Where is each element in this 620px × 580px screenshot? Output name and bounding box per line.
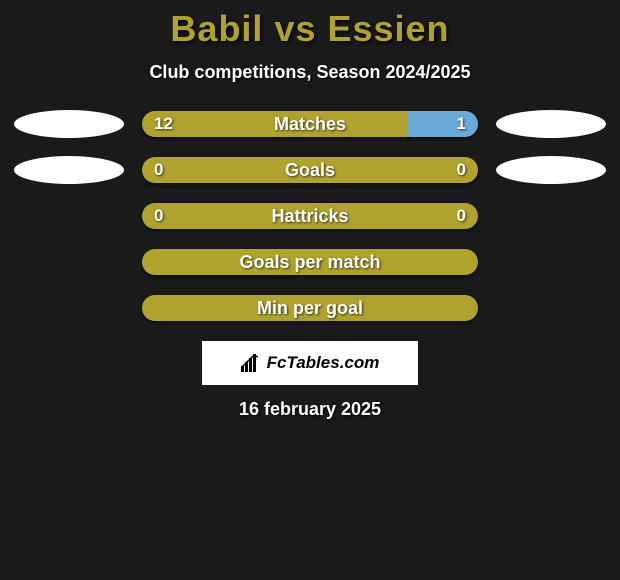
bar-segment [142, 111, 407, 137]
page-subtitle: Club competitions, Season 2024/2025 [0, 62, 620, 83]
stat-row: Matches121 [0, 111, 620, 137]
chart-icon [241, 354, 261, 372]
stat-row: Min per goal [0, 295, 620, 321]
stat-bar: Hattricks00 [142, 203, 478, 229]
player-ellipse-left [14, 156, 124, 184]
bar-segment [142, 295, 478, 321]
stat-bar: Goals per match [142, 249, 478, 275]
page-title: Babil vs Essien [0, 8, 620, 50]
player-ellipse-right [496, 156, 606, 184]
brand-logo-text: FcTables.com [267, 353, 380, 373]
stat-row: Goals00 [0, 157, 620, 183]
bar-segment [142, 157, 478, 183]
bar-segment [142, 249, 478, 275]
stats-container: Matches121 Goals00 Hattricks00 Goals per ma… [0, 111, 620, 321]
bar-segment [407, 111, 478, 137]
stat-row: Hattricks00 [0, 203, 620, 229]
date-text: 16 february 2025 [0, 399, 620, 420]
bar-segment [142, 203, 478, 229]
stat-row: Goals per match [0, 249, 620, 275]
player-ellipse-right [496, 110, 606, 138]
player-ellipse-left [14, 110, 124, 138]
stat-bar: Min per goal [142, 295, 478, 321]
stat-bar: Goals00 [142, 157, 478, 183]
stat-bar: Matches121 [142, 111, 478, 137]
brand-logo: FcTables.com [202, 341, 418, 385]
